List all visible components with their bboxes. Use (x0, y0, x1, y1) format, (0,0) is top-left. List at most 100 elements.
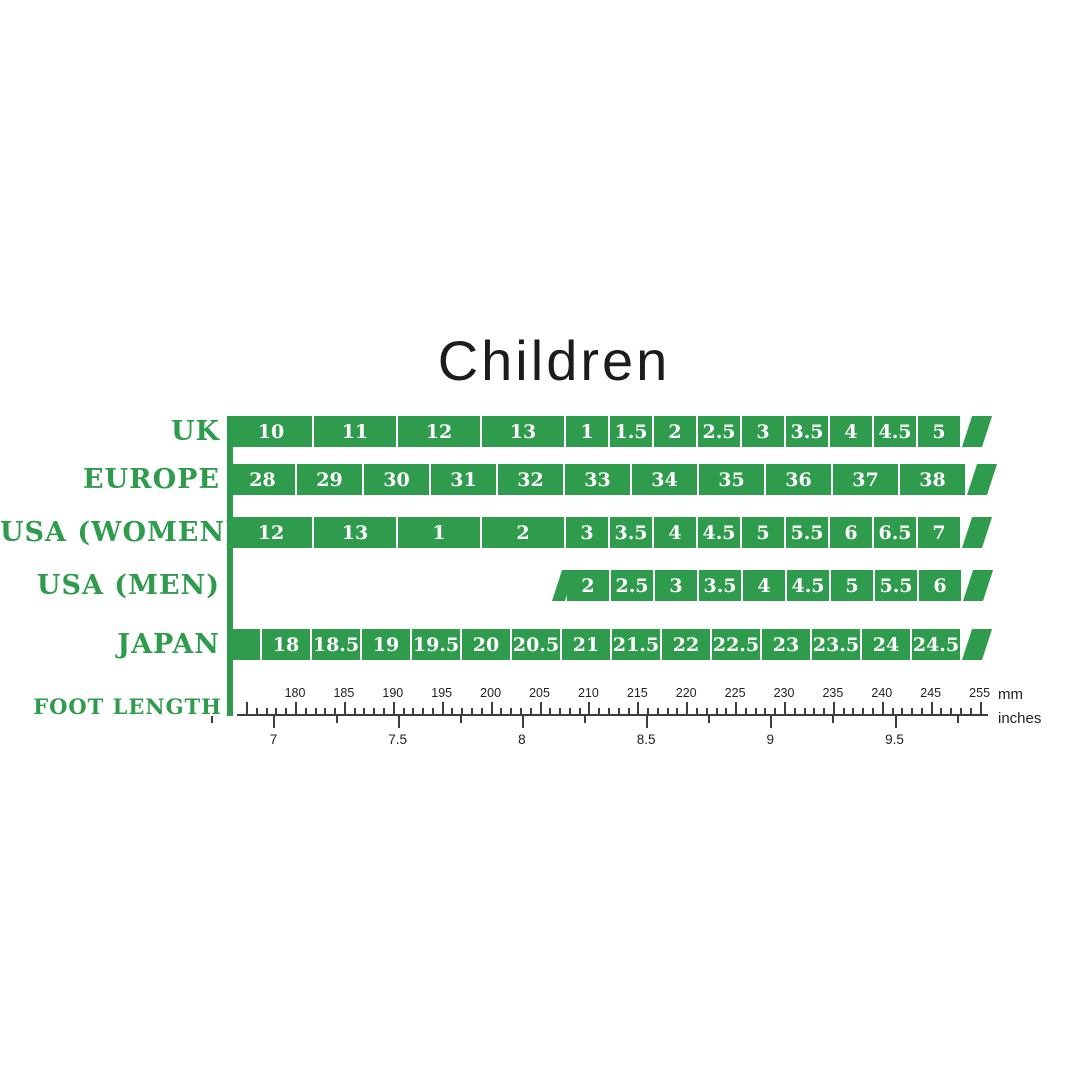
ruler-tick-mm (422, 708, 425, 715)
ruler-tick-mm (568, 708, 571, 715)
size-cell: 6.5 (874, 517, 916, 548)
size-cell: 38 (900, 464, 965, 495)
size-cell: 4.5 (874, 416, 916, 447)
bar-endcap (962, 629, 993, 660)
ruler-tick-mm (852, 708, 855, 715)
ruler-tick-mm (588, 702, 591, 715)
ruler-tick-inch (770, 716, 773, 728)
ruler-tick-mm (891, 708, 894, 715)
ruler-tick-mm (901, 708, 904, 715)
ruler-tick-mm (607, 708, 610, 715)
ruler-tick-label-mm: 180 (284, 686, 306, 700)
ruler-tick-mm (324, 708, 327, 715)
ruler-tick-mm (265, 708, 268, 715)
row-label-uk: UK (170, 416, 220, 447)
ruler-tick-mm (656, 708, 659, 715)
ruler-tick-mm (373, 708, 376, 715)
size-bar-europe: 28 29 30 31 32 33 34 35 36 37 38 (230, 464, 998, 495)
ruler-baseline (237, 714, 988, 716)
size-cell: 4 (743, 570, 785, 601)
ruler-tick-mm (559, 708, 562, 715)
size-cell: 30 (364, 464, 429, 495)
ruler-tick-mm (246, 702, 249, 715)
ruler-tick-mm (627, 708, 630, 715)
size-cell (230, 629, 260, 660)
ruler-tick-label-inch: 9.5 (885, 732, 904, 747)
row-label-europe: EUROPE (83, 464, 220, 495)
size-cell: 12 (230, 517, 312, 548)
ruler-tick-inch (894, 716, 897, 728)
size-cell: 19 (362, 629, 410, 660)
ruler-tick-label-mm: 255 (969, 686, 991, 700)
ruler-tick-mm (715, 708, 718, 715)
size-cell: 21.5 (612, 629, 660, 660)
ruler-tick-mm (441, 702, 444, 715)
ruler-tick-inch (273, 716, 276, 728)
ruler-tick-mm (431, 708, 434, 715)
size-cell: 21 (562, 629, 610, 660)
ruler-tick-mm (735, 702, 738, 715)
size-cell: 4 (654, 517, 696, 548)
size-cell: 20 (462, 629, 510, 660)
chart-title: Children (437, 329, 671, 392)
ruler-tick-mm (832, 702, 835, 715)
size-cell: 12 (398, 416, 480, 447)
ruler-tick-mm (695, 708, 698, 715)
size-cell: 11 (314, 416, 396, 447)
ruler-tick-inch (708, 716, 711, 723)
size-cell: 29 (297, 464, 362, 495)
ruler-tick-inch (211, 716, 214, 723)
ruler-tick-mm (295, 702, 297, 715)
ruler-tick-mm (314, 708, 317, 715)
ruler-tick-mm (969, 708, 972, 715)
size-cell: 34 (632, 464, 697, 495)
size-cell: 4.5 (698, 517, 740, 548)
ruler-tick-mm (471, 708, 474, 715)
ruler-tick-label-mm: 205 (529, 686, 550, 700)
ruler-tick-inch (832, 716, 835, 723)
ruler-tick-mm (539, 702, 542, 715)
chart-axis-line (227, 416, 233, 716)
ruler-tick-mm (842, 708, 845, 715)
ruler-tick-mm (637, 702, 640, 715)
size-cell: 1.5 (610, 416, 652, 447)
ruler-tick-mm (549, 708, 552, 715)
ruler-tick-mm (754, 708, 757, 715)
ruler-tick-mm (304, 708, 307, 715)
size-cell: 3.5 (610, 517, 652, 548)
ruler-tick-label-mm: 235 (822, 686, 844, 700)
bar-endcap (963, 570, 994, 601)
size-cell: 28 (230, 464, 295, 495)
size-cell: 10 (230, 416, 312, 447)
size-cell: 13 (314, 517, 396, 548)
size-cell: 24 (862, 629, 910, 660)
size-cell: 22 (662, 629, 710, 660)
size-cell: 23.5 (812, 629, 860, 660)
size-cell: 23 (762, 629, 810, 660)
ruler-tick-mm (500, 708, 503, 715)
ruler-tick-mm (940, 708, 943, 715)
ruler-tick-mm (598, 708, 601, 715)
inches-unit-label: inches (998, 710, 1042, 727)
size-cell: 4.5 (787, 570, 829, 601)
size-cell: 2.5 (611, 570, 653, 601)
size-cell: 2 (567, 570, 609, 601)
size-cell: 5.5 (786, 517, 828, 548)
ruler-tick-inch (397, 716, 400, 728)
ruler-tick-mm (725, 708, 728, 715)
ruler-tick-inch (646, 716, 649, 728)
size-cell: 3 (655, 570, 697, 601)
size-bar-usa-men: 2 2.5 3 3.5 4 4.5 5 5.5 6 (552, 570, 994, 601)
row-label-usa-men: USA (MEN) (36, 570, 220, 601)
size-cell: 1 (398, 517, 480, 548)
ruler-tick-mm (490, 702, 493, 715)
size-cell: 1 (566, 416, 608, 447)
ruler-tick-mm (275, 708, 278, 715)
ruler-tick-mm (862, 708, 865, 715)
ruler-tick-mm (823, 708, 826, 715)
ruler-tick-label-inch: 8.5 (636, 732, 656, 747)
ruler-tick-mm (686, 702, 689, 715)
ruler-tick-mm (744, 708, 747, 715)
size-bar-usa-women: 12 13 1 2 3 3.5 4 4.5 5 5.5 6 6.5 7 (230, 517, 993, 548)
